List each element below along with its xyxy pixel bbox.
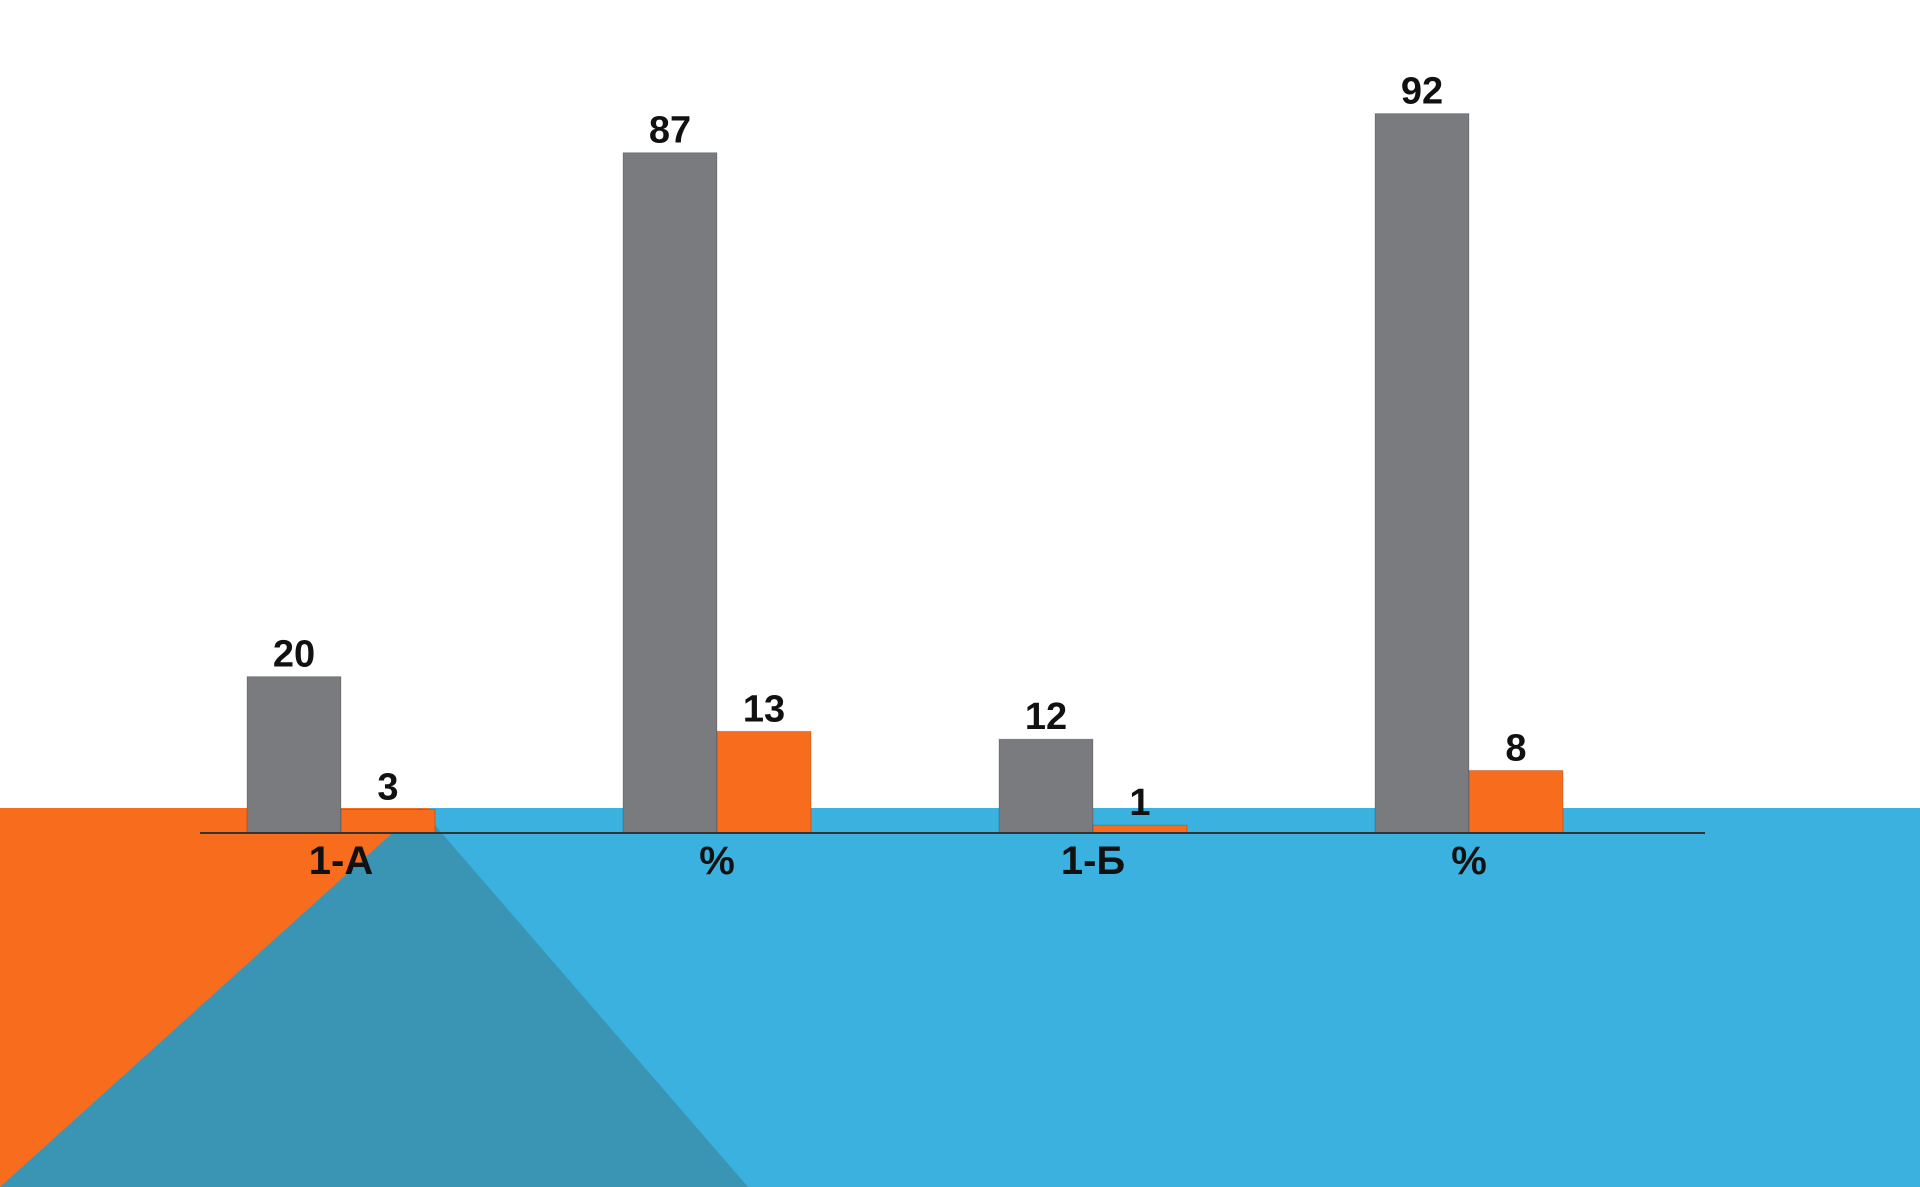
bar-s1-c2 bbox=[622, 152, 718, 834]
data-label-s1-c1: 20 bbox=[273, 634, 315, 676]
data-label-s2-c4: 8 bbox=[1505, 727, 1526, 769]
data-label-s2-c3: 1 bbox=[1129, 782, 1150, 824]
category-label-1: 1-А bbox=[309, 839, 373, 883]
data-label-s1-c3: 12 bbox=[1025, 696, 1067, 738]
bar-s1-c1 bbox=[246, 676, 342, 834]
category-label-2: % bbox=[699, 839, 735, 883]
bar-s2-c4 bbox=[1468, 769, 1564, 834]
bar-s2-c1 bbox=[340, 809, 436, 834]
decorative-background bbox=[0, 808, 1920, 1187]
data-label-s2-c1: 3 bbox=[377, 767, 398, 809]
data-label-s2-c2: 13 bbox=[743, 688, 785, 730]
bar-s2-c3 bbox=[1092, 824, 1188, 834]
data-labels: 20 3 87 13 12 1 92 8 bbox=[273, 71, 1527, 825]
bar-s1-c3 bbox=[998, 738, 1094, 834]
category-label-4: % bbox=[1451, 839, 1487, 883]
data-label-s1-c2: 87 bbox=[649, 110, 691, 152]
bars bbox=[246, 113, 1564, 834]
category-labels: 1-А% 1-Б% bbox=[309, 839, 1487, 883]
bar-s2-c2 bbox=[716, 730, 812, 834]
category-label-3: 1-Б bbox=[1061, 839, 1125, 883]
overlap-triangle bbox=[0, 808, 748, 1187]
data-label-s1-c4: 92 bbox=[1401, 71, 1443, 113]
bar-s1-c4 bbox=[1374, 113, 1470, 834]
